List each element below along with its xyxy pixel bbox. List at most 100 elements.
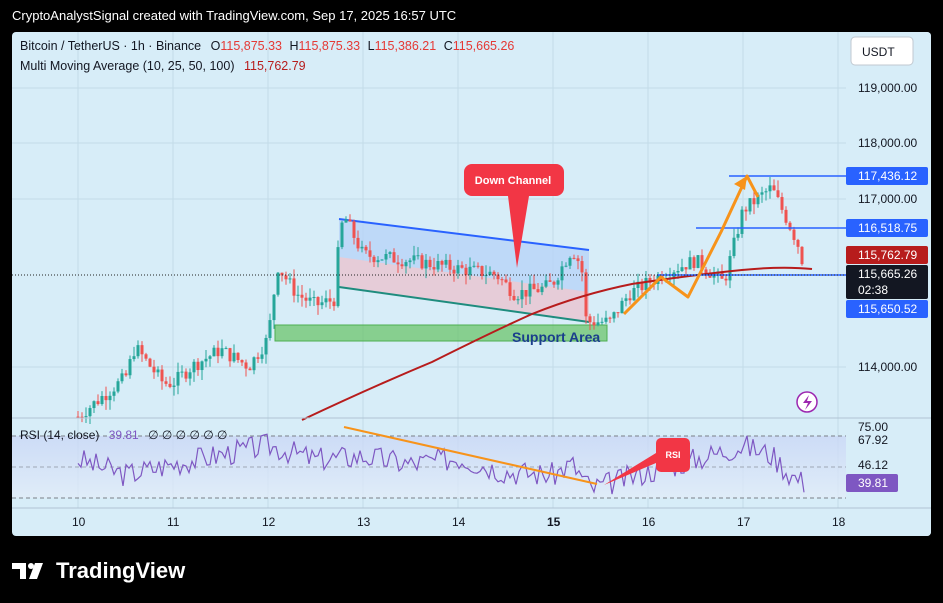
candle-body (120, 373, 124, 382)
candle-body (188, 372, 192, 379)
rsi-legend: RSI (14, close) 39.81 ∅ ∅ ∅ ∅ ∅ ∅ (20, 428, 227, 442)
candle-body (504, 279, 508, 283)
currency-button[interactable] (850, 36, 914, 66)
chart-canvas[interactable]: Support Area Down Channel Bitcoin / Teth… (12, 32, 931, 536)
candle-body (152, 366, 156, 373)
candle-body (636, 281, 640, 289)
tag-116518 (846, 219, 928, 237)
candle-body (180, 371, 184, 373)
chart-legend: Bitcoin / TetherUS · 1h · Binance O115,8… (20, 39, 514, 73)
svg-text:Multi Moving Average (10, 25,: Multi Moving Average (10, 25, 50, 100) 1… (20, 59, 306, 73)
candle-body (292, 278, 296, 296)
candle-body (408, 260, 412, 263)
candle-body (476, 265, 480, 267)
support-area-zone (274, 324, 608, 342)
time-tick-12: 12 (262, 515, 276, 529)
candle-body (732, 237, 736, 257)
time-axis[interactable]: 10 11 12 13 14 15 16 17 18 (12, 507, 931, 529)
candle-body (196, 361, 200, 371)
candle-body (760, 192, 764, 195)
candle-body (272, 294, 276, 321)
candle-body (644, 277, 648, 291)
legend-open: 115,875.33 (220, 39, 282, 53)
candle-body (360, 246, 364, 249)
candle-body (392, 252, 396, 263)
candle-body (520, 290, 524, 300)
candle-body (620, 300, 624, 314)
projection-arrow (622, 174, 760, 316)
candle-body (396, 262, 400, 265)
candle-body (400, 264, 404, 267)
candle-body (108, 395, 112, 401)
arrow-head (734, 176, 747, 190)
candle-body (88, 408, 92, 417)
candle-body (500, 279, 504, 281)
moving-average-line (301, 266, 813, 421)
candle-body (764, 191, 768, 193)
candle-body (176, 371, 180, 386)
svg-text:115,665.26: 115,665.26 (858, 267, 917, 281)
price-pane[interactable]: Support Area Down Channel Bitcoin / Teth… (12, 32, 846, 508)
candle-body (744, 209, 748, 212)
candle-body (220, 348, 224, 357)
candle-body (140, 345, 144, 355)
candle-body (112, 391, 116, 396)
candle-body (368, 250, 372, 257)
candle-body (728, 256, 732, 281)
candle-body (536, 289, 540, 293)
candle-body (444, 259, 448, 265)
candle-body (700, 255, 704, 270)
footer-brand[interactable]: TradingView (12, 556, 185, 586)
tradingview-logo-icon (12, 563, 43, 579)
candle-body (792, 229, 796, 240)
rsi-callout (604, 438, 690, 485)
tag-115650 (846, 300, 928, 318)
candle-body (436, 261, 440, 270)
candle-body (416, 255, 420, 257)
candle-body (104, 396, 108, 401)
svg-text:39.81: 39.81 (858, 476, 888, 490)
tag-last-price (846, 265, 928, 299)
candle-body (592, 322, 596, 326)
candle-body (268, 320, 272, 338)
candle-body (600, 321, 604, 323)
price-axis[interactable]: USDT 119,000.00 118,000.00 117,000.00 11… (846, 32, 931, 536)
footer-brand-text: TradingView (56, 558, 186, 583)
candle-body (468, 266, 472, 276)
candle-body (324, 298, 328, 303)
time-tick-16: 16 (642, 515, 656, 529)
channel-upper-line (338, 218, 590, 251)
candle-body (676, 271, 680, 273)
candle-body (596, 322, 600, 326)
down-channel-label: Down Channel (475, 175, 551, 187)
legend-close: 115,665.26 (453, 39, 515, 53)
legend-high: 115,875.33 (299, 39, 361, 53)
candle-body (572, 257, 576, 259)
candle-body (224, 348, 228, 350)
candle-body (248, 368, 252, 371)
candle-body (508, 282, 512, 296)
candle-body (692, 257, 696, 268)
candle-body (244, 362, 248, 369)
candle-body (608, 317, 612, 319)
candle-body (168, 383, 172, 387)
candle-body (428, 259, 432, 268)
candle-body (76, 416, 80, 418)
legend-ma-value: 115,762.79 (244, 59, 306, 73)
candle-body (208, 356, 212, 359)
rsi-pane[interactable]: RSI RSI (14, close) 39.81 ∅ ∅ ∅ ∅ ∅ ∅ 75… (12, 420, 898, 499)
candle-body (480, 266, 484, 276)
down-channel-pink (339, 257, 589, 322)
candle-body (556, 280, 560, 285)
candle-body (460, 265, 464, 268)
candle-body (100, 396, 104, 405)
candle-body (284, 275, 288, 280)
candle-body (448, 259, 452, 270)
candle-body (560, 266, 564, 281)
candle-body (336, 247, 340, 307)
rsi-tag-current (846, 474, 898, 492)
candle-body (344, 219, 348, 223)
candle-body (796, 239, 800, 247)
candle-body (356, 237, 360, 249)
candle-body (472, 265, 476, 267)
